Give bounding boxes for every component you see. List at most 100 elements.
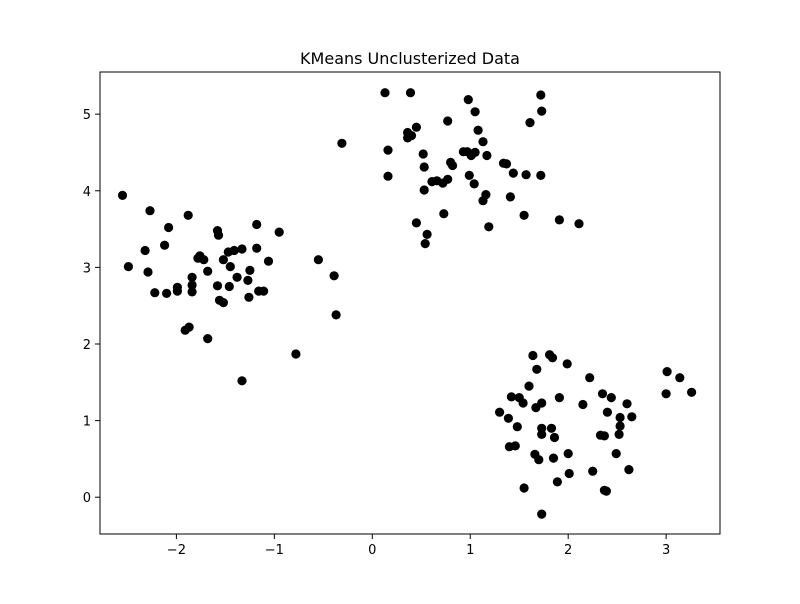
data-point — [501, 159, 512, 169]
data-point — [203, 334, 213, 344]
data-point — [123, 262, 133, 272]
data-point — [411, 122, 421, 132]
data-point — [252, 219, 262, 230]
data-point — [383, 171, 393, 181]
data-point — [448, 160, 458, 171]
data-point — [403, 133, 413, 143]
data-point — [662, 367, 672, 377]
data-point — [675, 373, 685, 383]
data-point — [470, 107, 480, 117]
data-point — [140, 245, 150, 256]
data-point — [337, 138, 347, 148]
data-point — [578, 399, 588, 410]
data-point — [212, 281, 223, 291]
data-point — [420, 239, 430, 249]
data-point — [473, 125, 483, 135]
data-point — [199, 255, 209, 265]
data-point — [243, 275, 253, 285]
data-point — [537, 509, 547, 519]
data-point — [183, 210, 193, 220]
data-point — [548, 453, 559, 463]
data-point — [291, 349, 301, 359]
data-point — [478, 196, 488, 206]
data-point — [687, 387, 697, 397]
data-point — [601, 486, 612, 496]
data-point — [562, 359, 572, 369]
data-point — [585, 373, 595, 383]
data-point — [532, 364, 542, 374]
data-point — [232, 272, 242, 282]
data-point — [259, 286, 269, 296]
data-point — [274, 227, 284, 237]
y-tick-label: 2 — [83, 338, 91, 353]
x-tick-label: −1 — [265, 543, 284, 558]
data-point — [229, 245, 239, 256]
data-point — [478, 137, 488, 147]
data-point — [218, 298, 228, 308]
data-point — [419, 162, 429, 172]
y-tick-label: 5 — [83, 108, 91, 123]
data-point — [549, 432, 560, 443]
data-point — [464, 170, 474, 180]
data-point — [117, 190, 128, 200]
data-point — [172, 286, 182, 296]
data-point — [554, 393, 565, 403]
data-point — [524, 381, 534, 391]
data-point — [383, 145, 393, 155]
data-point — [537, 429, 547, 439]
data-point — [518, 398, 528, 408]
y-axis: 0 1 2 3 4 5 — [83, 108, 100, 506]
data-point — [534, 455, 544, 465]
data-point — [470, 147, 480, 157]
data-point — [506, 392, 516, 402]
data-point — [519, 210, 529, 220]
data-point — [563, 449, 573, 459]
data-point — [164, 222, 174, 233]
data-point — [611, 449, 621, 459]
data-point — [405, 88, 416, 98]
x-tick-label: 2 — [564, 543, 572, 558]
data-point — [313, 255, 323, 265]
data-point — [482, 150, 492, 161]
data-point — [224, 281, 234, 292]
data-point — [145, 206, 155, 216]
data-point — [588, 466, 598, 476]
data-point — [419, 185, 429, 195]
data-point — [463, 95, 473, 105]
data-point — [536, 90, 546, 100]
data-point — [439, 209, 449, 219]
x-tick-label: −2 — [167, 543, 186, 558]
data-point — [244, 292, 254, 302]
y-tick-label: 0 — [83, 491, 91, 506]
data-point — [537, 106, 547, 116]
data-point — [469, 179, 479, 189]
data-point — [237, 376, 247, 386]
data-point — [252, 243, 262, 253]
data-point — [615, 421, 625, 431]
x-tick-label: 3 — [662, 543, 670, 558]
data-point — [263, 256, 274, 266]
data-point — [536, 170, 546, 180]
data-point — [519, 483, 529, 493]
y-tick-label: 3 — [83, 261, 91, 276]
data-point — [187, 287, 197, 297]
data-point — [184, 322, 194, 332]
x-tick-label: 1 — [466, 543, 474, 558]
data-point — [554, 215, 565, 225]
data-point — [547, 353, 558, 363]
data-point — [606, 393, 616, 403]
plot-area-frame — [99, 71, 721, 535]
data-point — [597, 389, 608, 399]
y-tick-label: 4 — [83, 185, 91, 200]
data-point — [218, 255, 228, 265]
data-point — [528, 350, 538, 361]
data-point — [574, 219, 584, 229]
data-point — [213, 230, 224, 240]
data-point — [599, 431, 610, 441]
chart-title: KMeans Unclusterized Data — [300, 49, 520, 68]
data-point — [624, 465, 634, 475]
y-tick-label: 1 — [83, 415, 91, 430]
data-point — [329, 271, 339, 281]
